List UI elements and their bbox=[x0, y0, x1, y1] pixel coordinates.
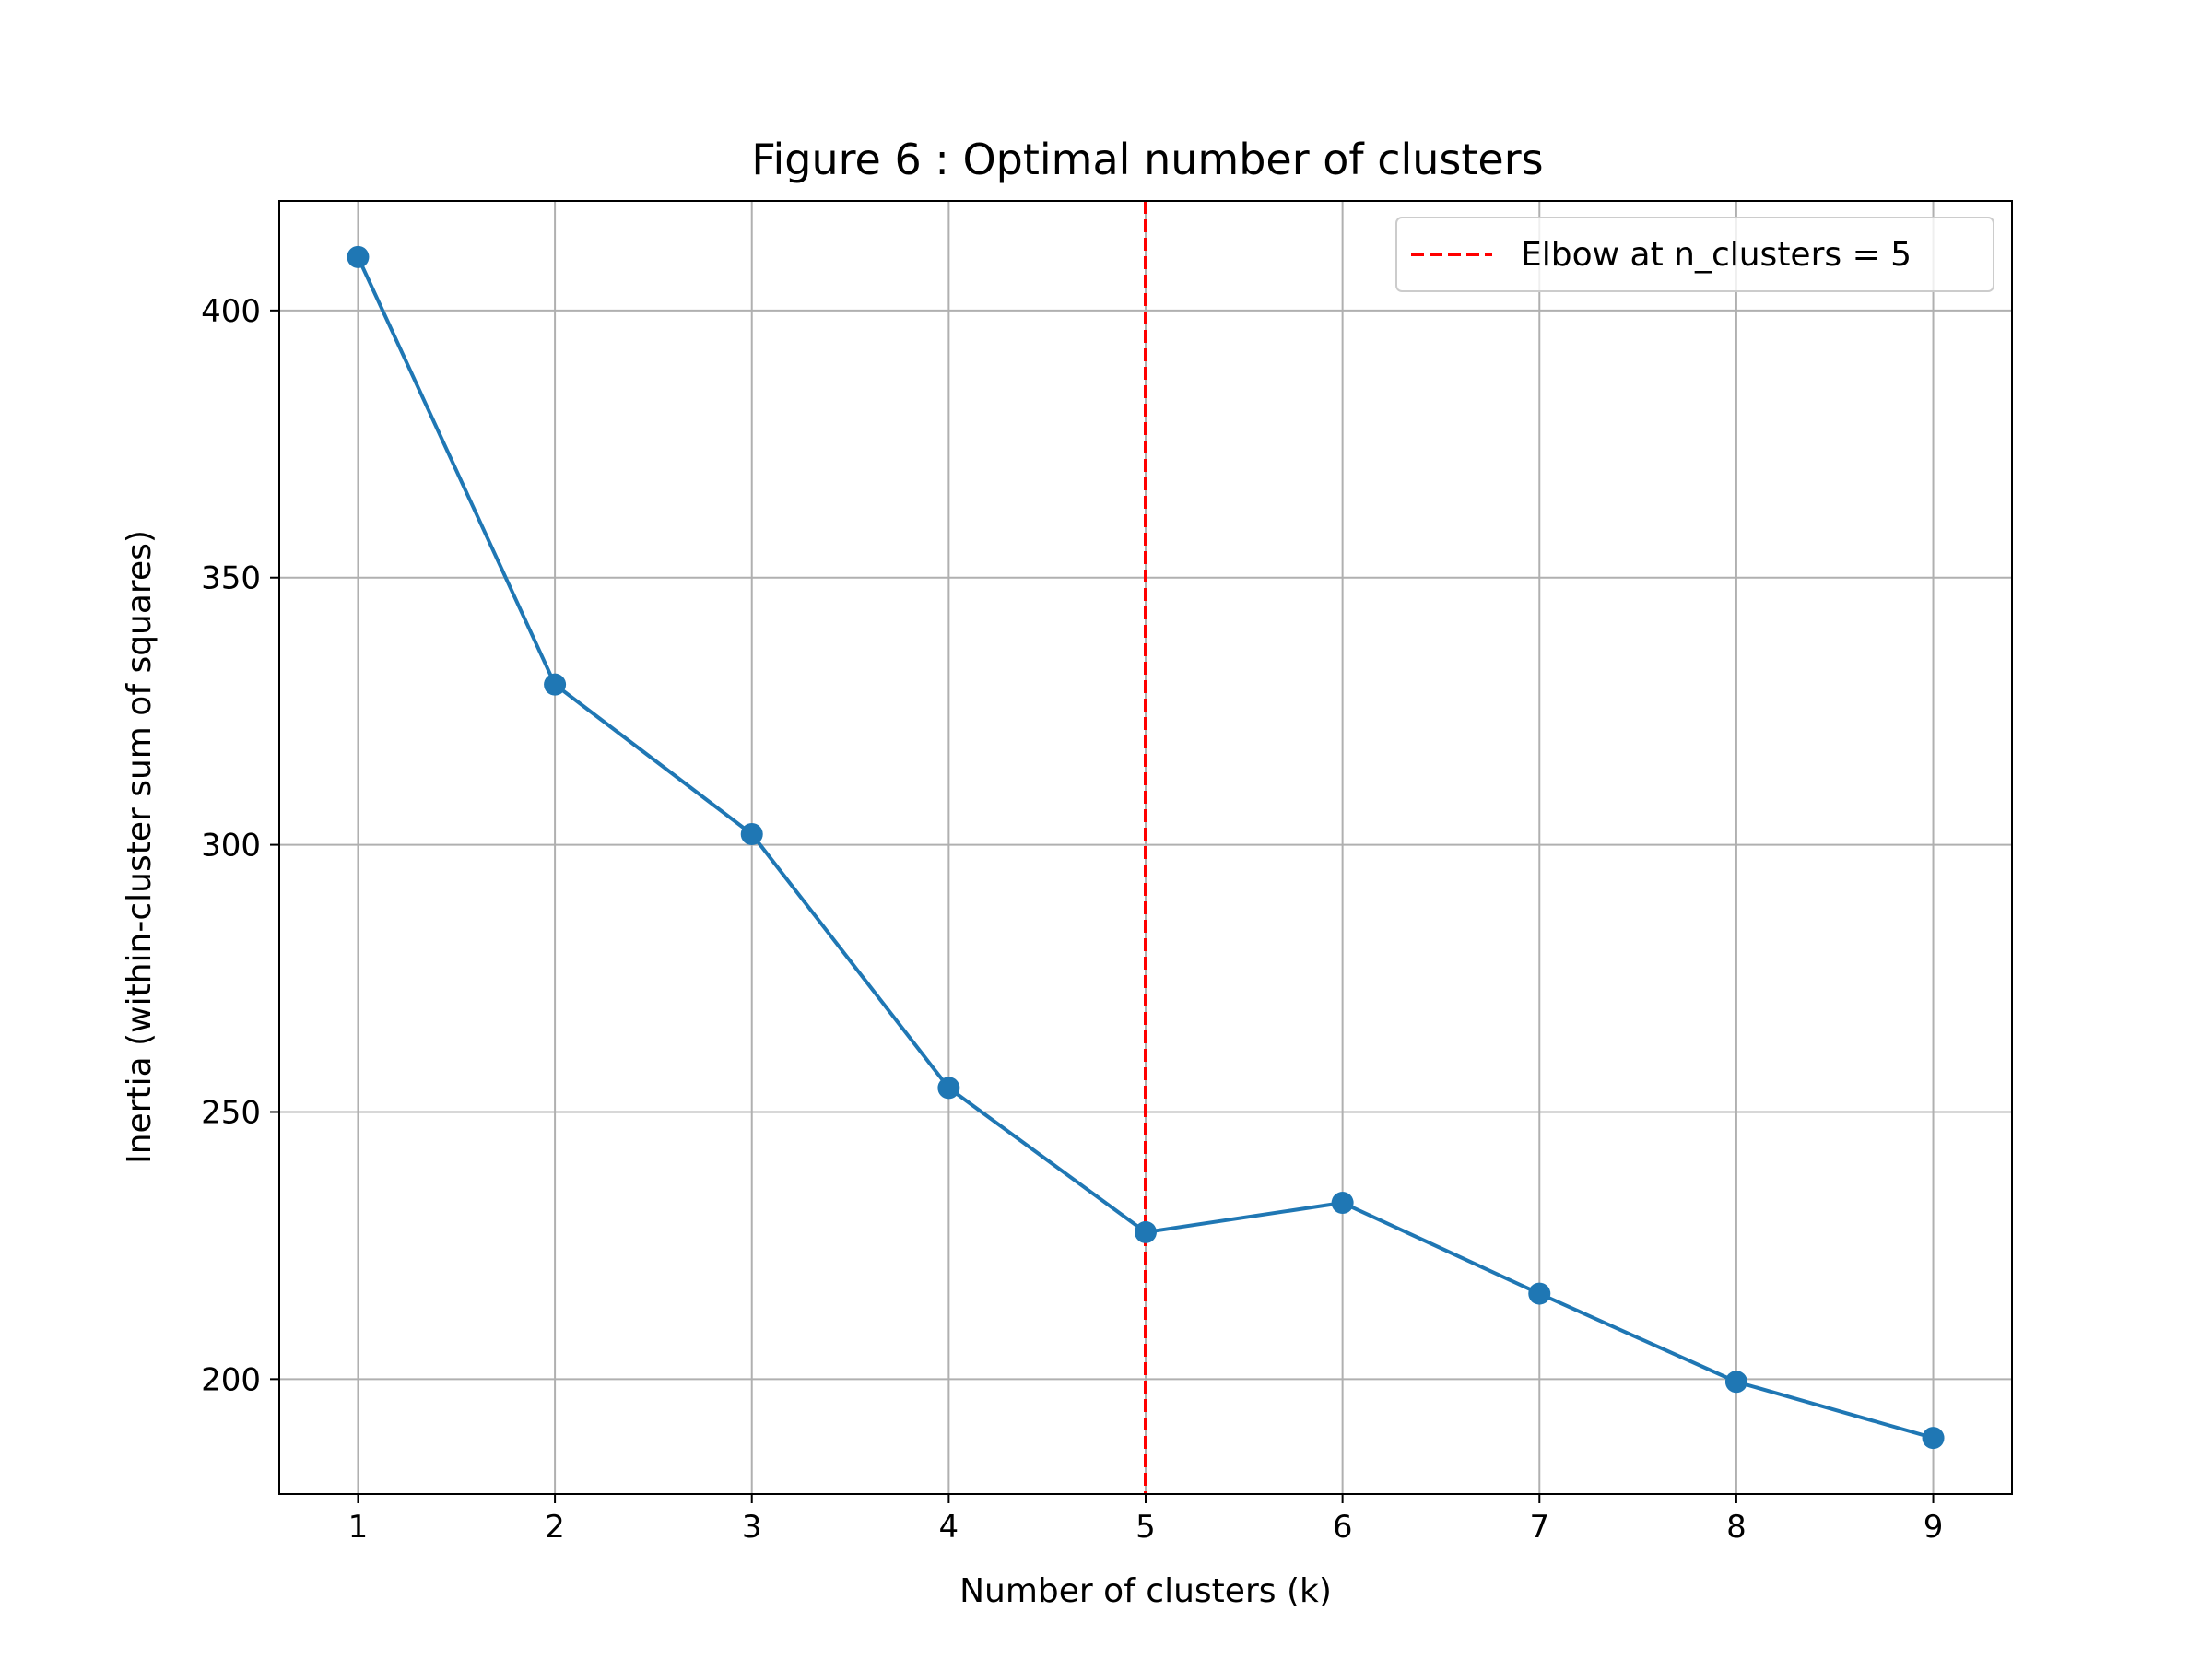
legend-label-elbow: Elbow at n_clusters = 5 bbox=[1521, 236, 1912, 274]
x-tick-label: 9 bbox=[1924, 1509, 1944, 1546]
x-tick-label: 1 bbox=[348, 1509, 369, 1546]
y-axis: 200 250 300 350 400 bbox=[201, 293, 279, 1398]
data-point bbox=[1724, 1371, 1747, 1394]
series-layer bbox=[347, 245, 1945, 1450]
data-point bbox=[1922, 1427, 1945, 1450]
x-tick-label: 7 bbox=[1529, 1509, 1549, 1546]
y-axis-label: Inertia (within-cluster sum of squares) bbox=[121, 530, 159, 1164]
x-tick-label: 2 bbox=[545, 1509, 565, 1546]
data-point bbox=[544, 673, 567, 696]
data-point bbox=[1528, 1282, 1551, 1305]
data-point bbox=[347, 245, 370, 268]
legend: Elbow at n_clusters = 5 bbox=[1395, 217, 1994, 292]
x-tick-label: 6 bbox=[1333, 1509, 1353, 1546]
y-tick-label: 400 bbox=[201, 293, 261, 330]
y-tick-label: 350 bbox=[201, 560, 261, 597]
x-tick-label: 4 bbox=[939, 1509, 959, 1546]
y-tick-label: 250 bbox=[201, 1094, 261, 1131]
y-tick-label: 300 bbox=[201, 828, 261, 865]
x-tick-label: 5 bbox=[1135, 1509, 1156, 1546]
data-point bbox=[937, 1077, 960, 1100]
x-axis-label: Number of clusters (k) bbox=[959, 1572, 1332, 1610]
legend-box bbox=[1395, 217, 1994, 292]
chart-title: Figure 6 : Optimal number of clusters bbox=[751, 135, 1543, 184]
x-tick-label: 8 bbox=[1726, 1509, 1747, 1546]
y-tick-label: 200 bbox=[201, 1361, 261, 1398]
x-axis: 1 2 3 4 5 6 7 8 9 bbox=[348, 1494, 1944, 1546]
data-point bbox=[1135, 1220, 1157, 1243]
data-point bbox=[740, 823, 763, 846]
x-tick-label: 3 bbox=[742, 1509, 762, 1546]
data-point bbox=[1331, 1192, 1354, 1215]
